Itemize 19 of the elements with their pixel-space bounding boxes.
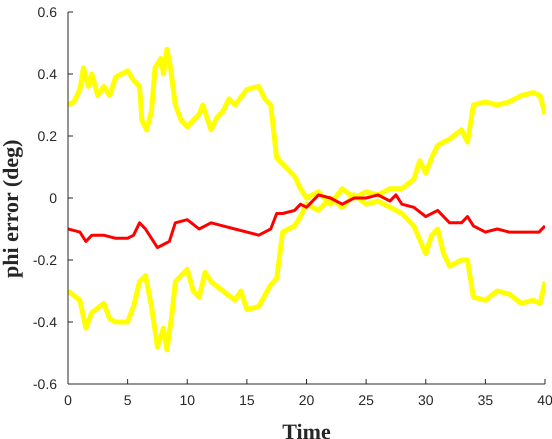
- y-tick-label: -0.2: [32, 252, 58, 268]
- x-tick-label: 25: [358, 392, 374, 408]
- y-tick-label: -0.4: [32, 314, 58, 330]
- x-tick-label: 40: [537, 392, 552, 408]
- y-tick-label: 0.6: [38, 4, 58, 20]
- line-series: [68, 193, 545, 250]
- y-tick-label: -0.6: [32, 376, 58, 392]
- x-tick-label: 30: [418, 392, 434, 408]
- y-axis-title: phi error (deg): [0, 140, 23, 278]
- y-tick-label: 0: [49, 190, 58, 206]
- y-tick-label: 0.4: [38, 66, 58, 82]
- x-tick-label: 10: [179, 392, 196, 408]
- x-tick-label: 15: [239, 392, 255, 408]
- x-tick-label: 35: [478, 392, 494, 408]
- x-tick-label: 20: [298, 392, 314, 408]
- x-tick-label: 5: [124, 392, 132, 408]
- x-tick-label: 0: [64, 392, 72, 408]
- y-tick-label: 0.2: [38, 128, 58, 144]
- x-axis-title: Time: [282, 419, 331, 439]
